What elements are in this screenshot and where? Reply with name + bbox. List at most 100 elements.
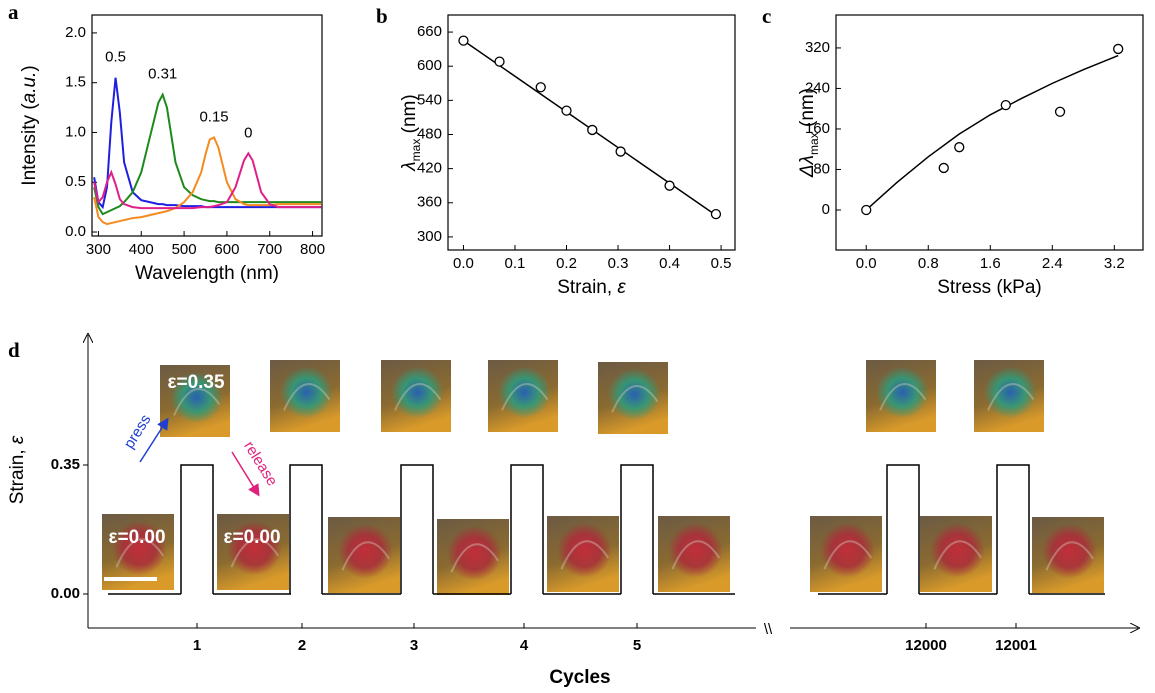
x-tick-label: 4	[520, 637, 529, 654]
plot-frame	[835, 14, 1144, 251]
photo-rim	[501, 382, 549, 411]
x-tick-label: 0.4	[659, 255, 680, 272]
axis-label-part: Intensity (	[19, 103, 40, 186]
photo-spot	[930, 522, 985, 578]
photo-rim	[230, 538, 280, 568]
x-tick-label: 12000	[905, 637, 947, 654]
x-tick-label: 0.0	[856, 255, 877, 272]
photo-spot	[497, 366, 551, 419]
plot-frame	[447, 14, 736, 251]
y-tick-label: 360	[417, 194, 442, 211]
series-label: 0.5	[105, 49, 126, 66]
panel-letter: c	[762, 4, 771, 28]
y-tick-label: 300	[417, 228, 442, 245]
axis-label: Intensity (a.u.)	[19, 65, 40, 185]
y-tick-label: 160	[805, 120, 830, 137]
data-point	[1000, 100, 1011, 111]
x-tick-label: 0.8	[918, 255, 939, 272]
strain-pulse	[996, 464, 1030, 594]
axis-label: Stress (kPa)	[937, 277, 1042, 298]
data-point	[561, 105, 572, 116]
axis-label: Cycles	[549, 667, 610, 688]
series-label: 0.15	[199, 108, 228, 125]
x-tick-label: 600	[214, 241, 239, 258]
photo-spot	[1042, 523, 1097, 579]
x-tick-label: 700	[257, 241, 282, 258]
y-tick-label: 600	[417, 57, 442, 74]
strain-pulse	[886, 464, 920, 594]
series-line	[93, 151, 322, 210]
y-tick-label: 0	[822, 201, 830, 218]
photo-spot	[338, 523, 393, 579]
photo-spot	[390, 366, 444, 419]
panel-letter: b	[376, 4, 388, 28]
photo-spot	[227, 520, 282, 576]
y-tick-label: 480	[417, 125, 442, 142]
photo-spot	[169, 371, 223, 424]
data-point	[535, 82, 546, 93]
axis-label: Strain, ε	[557, 277, 626, 298]
axis-label-part: Stress (kPa)	[937, 277, 1042, 298]
axis-label-part: (nm)	[797, 88, 818, 132]
data-point	[587, 124, 598, 136]
axis-label: Δλmax (nm)	[797, 88, 821, 178]
data-point	[1113, 43, 1124, 55]
data-point	[861, 204, 872, 216]
data-point	[1054, 106, 1066, 117]
strain-pulse	[510, 464, 544, 594]
photo-rim	[671, 540, 721, 570]
photo-rim	[987, 382, 1035, 411]
data-point	[458, 35, 469, 46]
series-label: 0	[244, 124, 252, 141]
axis-label: λmax (nm)	[399, 94, 423, 171]
axis-label-part: max	[409, 139, 423, 162]
data-point	[494, 56, 505, 67]
data-point	[954, 142, 965, 153]
x-tick-label: 0.5	[711, 255, 732, 272]
data-point	[938, 162, 949, 174]
axis-label: Strain, ε	[7, 435, 28, 504]
axis-label-part: max	[807, 132, 821, 155]
x-tick-label: 3	[410, 637, 418, 654]
x-tick-label: 400	[129, 241, 154, 258]
x-tick-label: 0.0	[453, 255, 474, 272]
photo-rim	[394, 382, 442, 411]
photo-rim	[933, 540, 983, 570]
axis-label-part: Strain,	[7, 444, 28, 504]
axis-label: Wavelength (nm)	[135, 263, 279, 284]
photo-rim	[560, 540, 610, 570]
strain-pulse	[180, 464, 214, 594]
panel-letter: d	[8, 338, 20, 362]
photo-spot	[112, 520, 167, 576]
plot-frame	[91, 14, 323, 237]
y-tick-label: 1.0	[65, 123, 86, 140]
x-tick-label: 0.3	[608, 255, 629, 272]
y-tick-label: 320	[805, 39, 830, 56]
x-tick-label: 2	[298, 637, 306, 654]
y-tick-label: 0.5	[65, 173, 86, 190]
x-tick-label: 12001	[995, 637, 1037, 654]
axis-label-part: ε	[7, 435, 28, 444]
y-tick-label: 420	[417, 160, 442, 177]
axis-label-part: )	[19, 65, 40, 71]
photo-rim	[1045, 541, 1095, 571]
x-tick-label: 800	[300, 241, 325, 258]
y-tick-label: 0.00	[51, 585, 80, 602]
photo-label: ε=0.00	[108, 527, 165, 548]
photo-rim	[611, 384, 659, 413]
y-tick-label: 0.35	[51, 456, 80, 473]
axis-label-part: Δλ	[797, 155, 818, 178]
photo-rim	[173, 387, 221, 416]
y-tick-label: 80	[813, 160, 830, 177]
press-label: press	[121, 412, 155, 452]
strain-pulse	[620, 464, 654, 594]
x-tick-label: 1.6	[980, 255, 1001, 272]
y-tick-label: 1.5	[65, 74, 86, 91]
photo-spot	[607, 368, 662, 421]
x-tick-label: 0.2	[556, 255, 577, 272]
axis-label-part: (nm)	[399, 94, 420, 138]
y-tick-label: 540	[417, 91, 442, 108]
photo-spot	[668, 522, 723, 578]
series-line	[93, 92, 322, 216]
